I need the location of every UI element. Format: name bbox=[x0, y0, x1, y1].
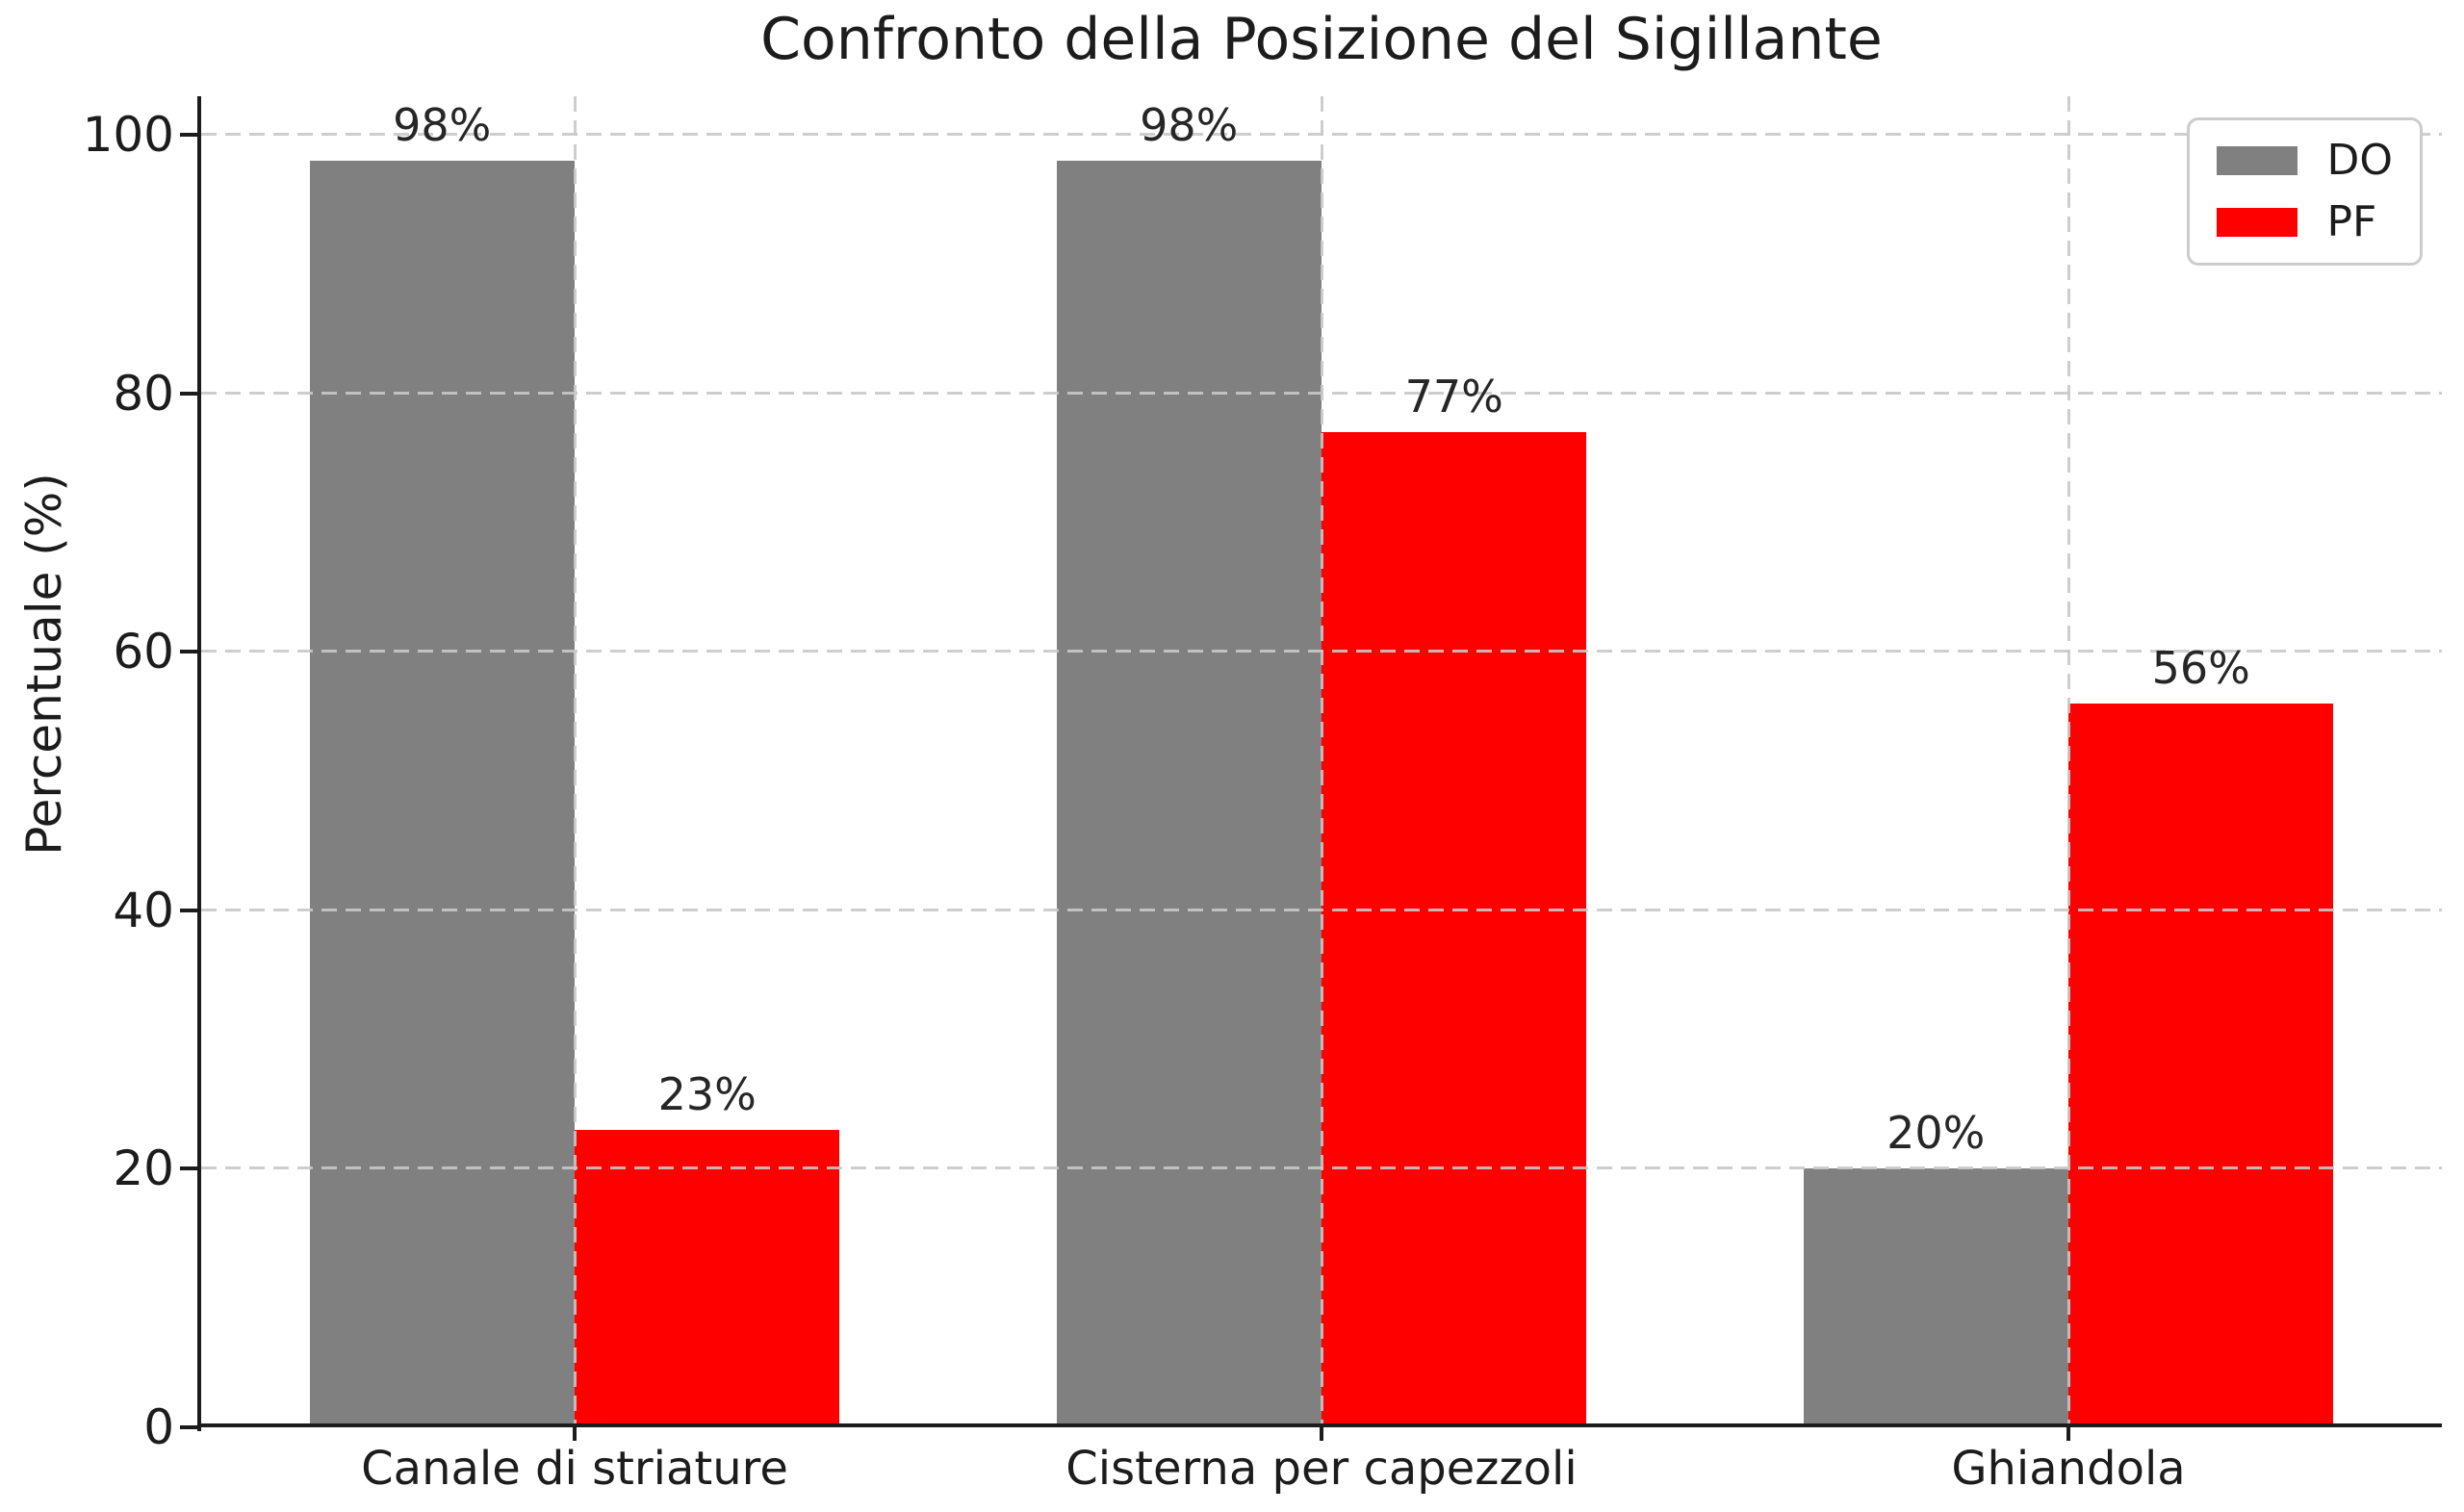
category-group-3: 20% 56% Ghiandola bbox=[1695, 96, 2442, 1496]
y-tick-label-0: 0 bbox=[143, 1399, 174, 1455]
x-axis-tick-3 bbox=[2066, 1427, 2070, 1441]
y-axis-spine bbox=[197, 96, 201, 1431]
x-axis-tick-1 bbox=[573, 1427, 577, 1441]
bar-value-label-do-2: 98% bbox=[1140, 99, 1239, 152]
legend-item-pf: PF bbox=[2217, 201, 2393, 243]
chart-title: Confronto della Posizione del Sigillante bbox=[760, 6, 1883, 73]
bar-do-1 bbox=[309, 161, 575, 1427]
y-axis-tick-0 bbox=[180, 1425, 201, 1429]
x-axis-spine bbox=[197, 1423, 2442, 1427]
category-group-1: 98% 23% Canale di striature bbox=[201, 96, 948, 1496]
bar-pf-1 bbox=[575, 1130, 840, 1427]
y-axis-tick-60 bbox=[180, 650, 201, 654]
legend-item-do: DO bbox=[2217, 140, 2393, 182]
x-category-label-3: Ghiandola bbox=[1951, 1442, 2186, 1496]
x-axis-tick-2 bbox=[1320, 1427, 1323, 1441]
y-tick-label-60: 60 bbox=[113, 624, 174, 680]
legend-label-pf: PF bbox=[2326, 197, 2377, 246]
y-axis-tick-100 bbox=[180, 133, 201, 138]
legend: DO PF bbox=[2187, 117, 2423, 266]
plot-area: 98% 23% Canale di striature 98% 77% Cisterna … bbox=[83, 96, 2442, 1496]
y-tick-label-20: 20 bbox=[113, 1140, 174, 1197]
legend-swatch-pf bbox=[2217, 208, 2298, 237]
bar-value-label-do-1: 98% bbox=[393, 99, 492, 152]
bar-value-label-pf-3: 56% bbox=[2151, 642, 2250, 695]
y-axis-tick-80 bbox=[180, 391, 201, 396]
y-axis-tick-40 bbox=[180, 908, 201, 912]
legend-label-do: DO bbox=[2326, 136, 2393, 185]
bar-value-label-do-3: 20% bbox=[1886, 1107, 1986, 1160]
legend-swatch-do bbox=[2217, 146, 2298, 175]
y-axis-label: Percentuale (%) bbox=[16, 473, 72, 856]
x-category-label-1: Canale di striature bbox=[361, 1442, 788, 1496]
y-tick-label-80: 80 bbox=[113, 365, 174, 422]
bar-do-3 bbox=[1803, 1168, 2068, 1427]
y-tick-label-40: 40 bbox=[113, 882, 174, 938]
y-tick-label-100: 100 bbox=[82, 107, 174, 164]
bar-value-label-pf-1: 23% bbox=[657, 1068, 757, 1121]
category-group-2: 98% 77% Cisterna per capezzoli bbox=[948, 96, 1695, 1496]
bar-do-2 bbox=[1056, 161, 1322, 1427]
bar-pf-3 bbox=[2068, 704, 2334, 1427]
x-category-label-2: Cisterna per capezzoli bbox=[1065, 1442, 1578, 1496]
bar-pf-2 bbox=[1322, 432, 1587, 1427]
bar-value-label-pf-2: 77% bbox=[1404, 371, 1503, 423]
y-axis-tick-20 bbox=[180, 1166, 201, 1171]
